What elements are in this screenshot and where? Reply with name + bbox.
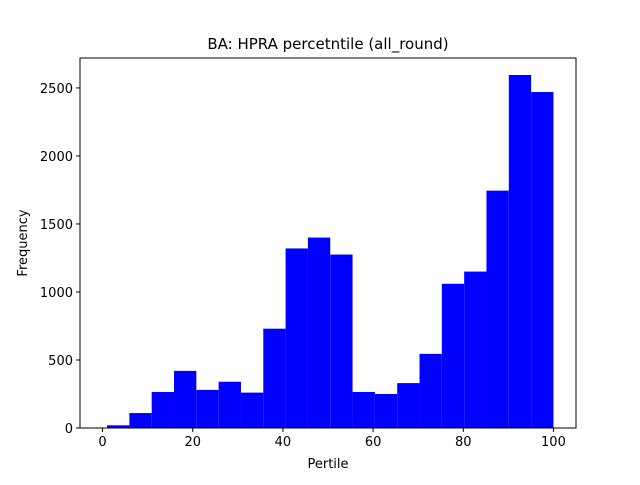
y-tick-label: 1000 bbox=[40, 286, 73, 301]
y-axis: 0 500 1000 1500 2000 2500 bbox=[40, 82, 80, 437]
histogram-bar bbox=[129, 413, 152, 428]
chart-title: BA: HPRA percetntile (all_round) bbox=[207, 35, 448, 54]
histogram-bar bbox=[218, 381, 241, 428]
histogram-bar bbox=[263, 328, 286, 428]
histogram-bar bbox=[285, 248, 308, 428]
histogram-bar bbox=[397, 383, 420, 428]
histogram-bar bbox=[531, 92, 554, 428]
histogram-bar bbox=[107, 425, 130, 428]
x-axis-label: Pertile bbox=[307, 457, 348, 472]
histogram-bar bbox=[352, 391, 375, 428]
y-tick-label: 0 bbox=[65, 422, 73, 437]
histogram-bar bbox=[240, 392, 264, 428]
histogram-bar bbox=[464, 271, 487, 428]
x-tick-label: 60 bbox=[365, 435, 382, 450]
y-tick-label: 1500 bbox=[40, 218, 73, 233]
x-tick-label: 0 bbox=[98, 435, 106, 450]
y-tick-label: 2500 bbox=[40, 82, 73, 97]
plot-frame bbox=[79, 57, 577, 429]
bars-group bbox=[107, 75, 554, 428]
x-axis: 0 20 40 60 80 100 bbox=[98, 428, 566, 450]
histogram-bar bbox=[196, 389, 219, 428]
histogram-bar bbox=[486, 190, 509, 428]
histogram-bar bbox=[174, 370, 197, 428]
y-tick-label: 2000 bbox=[40, 150, 73, 165]
histogram-bar bbox=[441, 283, 465, 428]
x-tick-label: 20 bbox=[184, 435, 201, 450]
y-tick-label: 500 bbox=[48, 354, 73, 369]
x-tick-label: 100 bbox=[541, 435, 566, 450]
histogram-bar bbox=[330, 254, 353, 428]
histogram-bar bbox=[419, 353, 442, 428]
histogram-bar bbox=[151, 391, 175, 428]
x-tick-label: 80 bbox=[455, 435, 472, 450]
histogram-bar bbox=[374, 393, 398, 428]
x-tick-label: 40 bbox=[275, 435, 292, 450]
histogram-bar bbox=[307, 237, 331, 428]
y-axis-label: Frequency bbox=[16, 209, 31, 276]
histogram-bar bbox=[508, 75, 532, 428]
